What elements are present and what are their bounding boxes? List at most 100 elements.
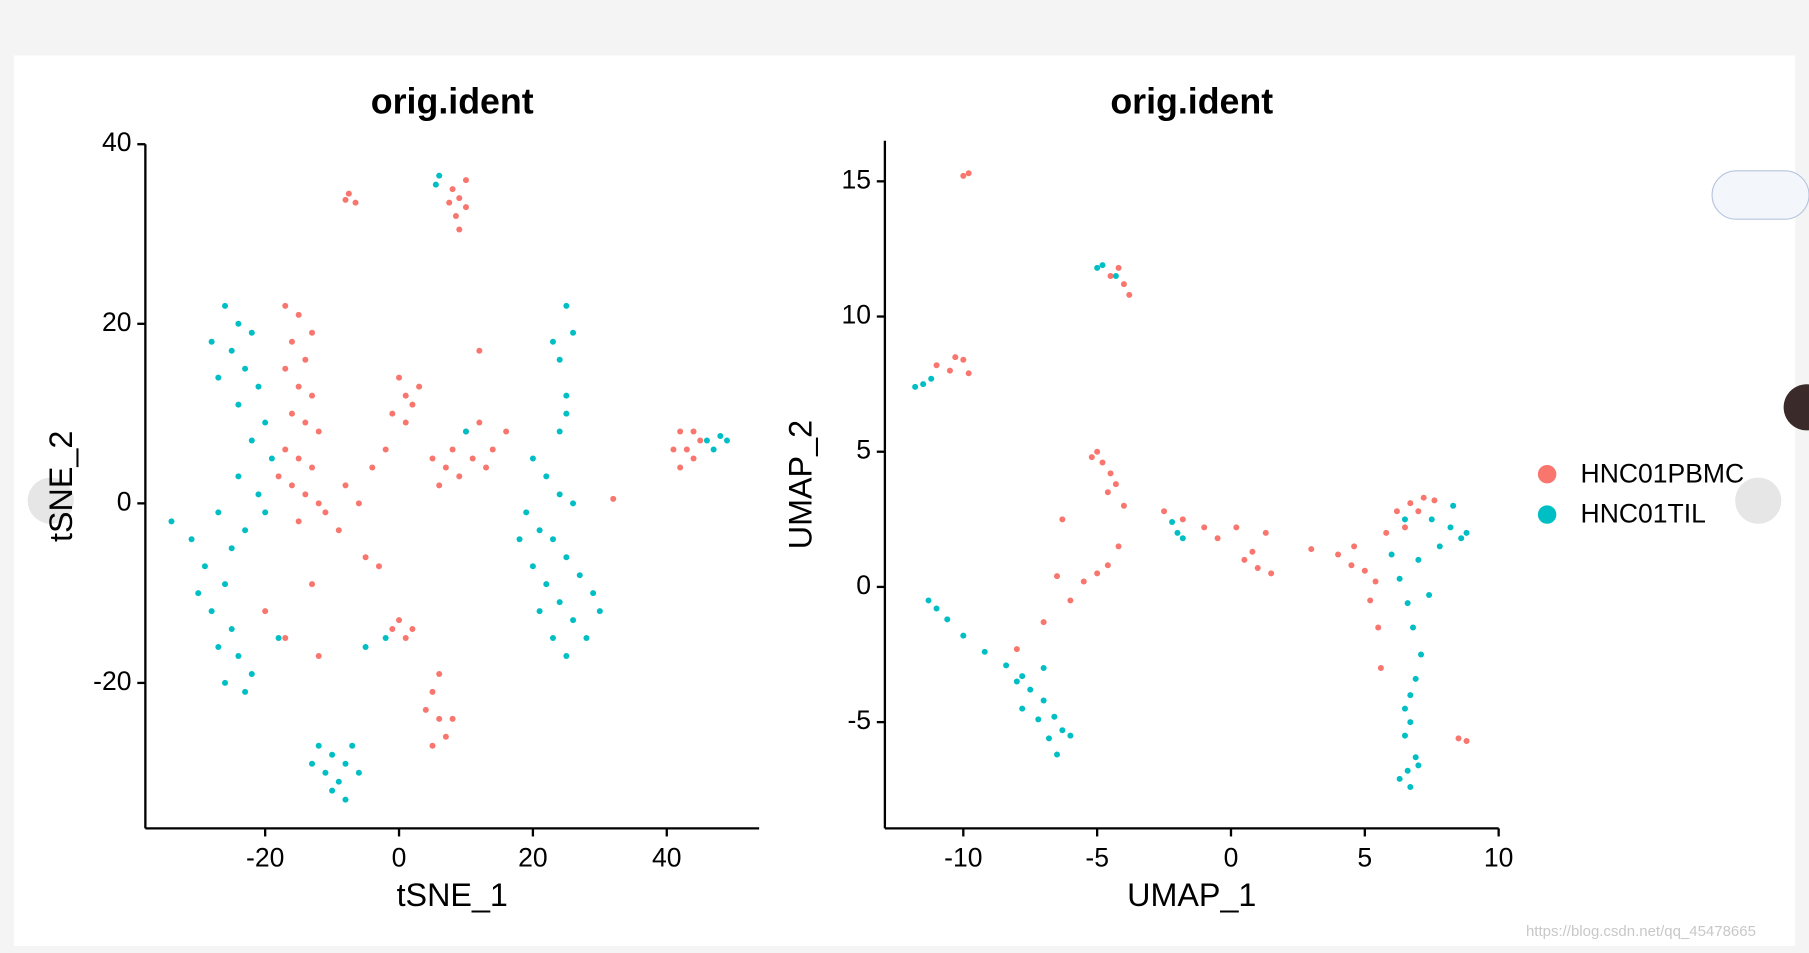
point [683, 446, 690, 453]
point [1040, 665, 1047, 672]
point [208, 608, 215, 615]
card [13, 55, 1796, 947]
point [315, 742, 322, 749]
point [690, 428, 697, 435]
point [345, 190, 352, 197]
point [1393, 508, 1400, 515]
point [1388, 551, 1395, 558]
point [925, 597, 932, 604]
point [449, 715, 456, 722]
x-axis-label: UMAP_1 [1127, 877, 1256, 913]
point [1308, 546, 1315, 553]
point [944, 616, 951, 623]
point [1348, 562, 1355, 569]
point [556, 491, 563, 498]
point [416, 383, 423, 390]
point [1458, 535, 1465, 542]
point [436, 172, 443, 179]
point [1233, 524, 1240, 531]
point [610, 495, 617, 502]
point [1019, 705, 1026, 712]
point [1067, 597, 1074, 604]
point [282, 302, 289, 309]
x-tick-label: 40 [652, 843, 682, 873]
point [389, 626, 396, 633]
point [556, 599, 563, 606]
point [724, 437, 731, 444]
point [302, 491, 309, 498]
point [543, 473, 550, 480]
point [946, 367, 953, 374]
point [322, 509, 329, 516]
point [1094, 570, 1101, 577]
point [690, 455, 697, 462]
point [268, 455, 275, 462]
point [302, 419, 309, 426]
point [309, 329, 316, 336]
point [242, 688, 249, 695]
point [262, 608, 269, 615]
point [389, 410, 396, 417]
floating-badge[interactable] [1783, 384, 1809, 431]
point [536, 527, 543, 534]
x-tick-label: 5 [1357, 843, 1372, 873]
point [536, 608, 543, 615]
point [355, 500, 362, 507]
point [1463, 529, 1470, 536]
point [1412, 754, 1419, 761]
point [483, 464, 490, 471]
point [1003, 662, 1010, 669]
point [1053, 573, 1060, 580]
point [965, 170, 972, 177]
point [1431, 497, 1438, 504]
floating-widget[interactable] [1711, 170, 1809, 220]
point [1415, 762, 1422, 769]
point [1126, 291, 1133, 298]
point [1241, 556, 1248, 563]
point [355, 769, 362, 776]
point [322, 769, 329, 776]
point [342, 796, 349, 803]
point [549, 338, 556, 345]
point [349, 742, 356, 749]
prev-arrow[interactable] [27, 477, 74, 524]
point [396, 374, 403, 381]
point [315, 428, 322, 435]
point [452, 213, 459, 220]
point [255, 491, 262, 498]
point [1404, 767, 1411, 774]
point [335, 527, 342, 534]
point [1249, 548, 1256, 555]
x-axis-label: tSNE_1 [397, 877, 508, 913]
point [228, 347, 235, 354]
point [275, 635, 282, 642]
point [1115, 264, 1122, 271]
point [362, 644, 369, 651]
point [309, 760, 316, 767]
point [208, 338, 215, 345]
y-axis-label: tSNE_2 [43, 431, 79, 542]
point [402, 419, 409, 426]
point [275, 473, 282, 480]
point [282, 446, 289, 453]
point [288, 338, 295, 345]
point [295, 455, 302, 462]
point [1410, 624, 1416, 631]
point [476, 347, 483, 354]
x-tick-label: 0 [1224, 843, 1239, 873]
point [710, 446, 717, 453]
point [215, 509, 222, 516]
point [382, 635, 389, 642]
point [1112, 272, 1119, 279]
next-arrow[interactable] [1735, 477, 1782, 524]
point [1407, 692, 1414, 699]
point [248, 437, 255, 444]
point [960, 172, 967, 179]
point [1169, 519, 1176, 526]
point [342, 196, 349, 203]
point [1415, 556, 1422, 563]
point [596, 608, 603, 615]
point [1013, 678, 1020, 685]
x-tick-label: -20 [246, 843, 284, 873]
point [262, 419, 269, 426]
